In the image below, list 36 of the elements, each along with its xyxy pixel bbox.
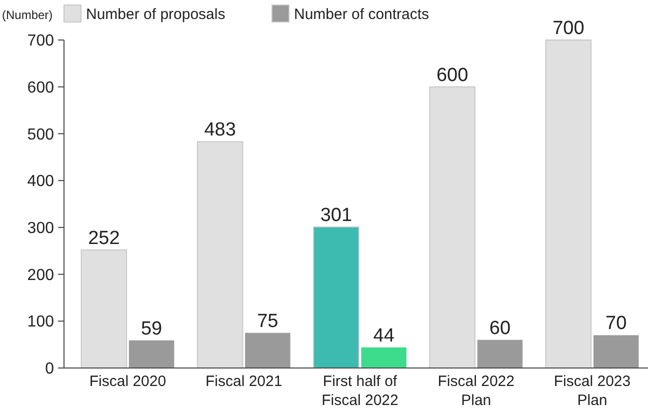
- legend-label: Number of contracts: [294, 6, 430, 23]
- x-tick-label: Fiscal 2023 Plan: [554, 373, 631, 409]
- bar: [245, 332, 290, 368]
- data-label: 600: [436, 64, 468, 86]
- x-tick-label: First half of Fiscal 2022: [322, 373, 398, 409]
- bar: [361, 347, 406, 368]
- bar: [429, 86, 476, 368]
- bar: [128, 340, 174, 368]
- x-tick-label: Fiscal 2022 Plan: [438, 373, 514, 409]
- data-label: 75: [257, 310, 278, 332]
- y-tick-label: 700: [27, 32, 54, 50]
- y-tick-label: 400: [27, 173, 54, 190]
- data-label: 44: [373, 325, 395, 346]
- data-label: 700: [552, 18, 584, 39]
- bar: [477, 340, 523, 368]
- bar: [593, 335, 639, 368]
- y-tick-label: 300: [27, 220, 54, 238]
- data-label: 252: [88, 228, 120, 249]
- legend-label: Number of proposals: [86, 6, 226, 23]
- bar: [80, 249, 128, 368]
- y-tick-label: 500: [27, 126, 54, 144]
- data-label: 59: [140, 318, 162, 340]
- data-label: 301: [320, 204, 352, 226]
- x-tick-label: Fiscal 2020: [89, 373, 166, 390]
- y-tick-label: 600: [27, 79, 54, 96]
- data-label: 70: [606, 313, 627, 334]
- bar: [545, 40, 592, 368]
- y-tick-label: 100: [27, 314, 54, 331]
- y-tick-label: 0: [45, 360, 54, 378]
- bar: [196, 141, 244, 368]
- data-label: 60: [489, 318, 511, 339]
- y-tick-label: 200: [27, 266, 54, 284]
- bar: [313, 226, 360, 368]
- data-label: 483: [204, 120, 236, 141]
- x-tick-label: Fiscal 2021: [206, 373, 282, 390]
- y-axis-title: (Number): [2, 8, 53, 22]
